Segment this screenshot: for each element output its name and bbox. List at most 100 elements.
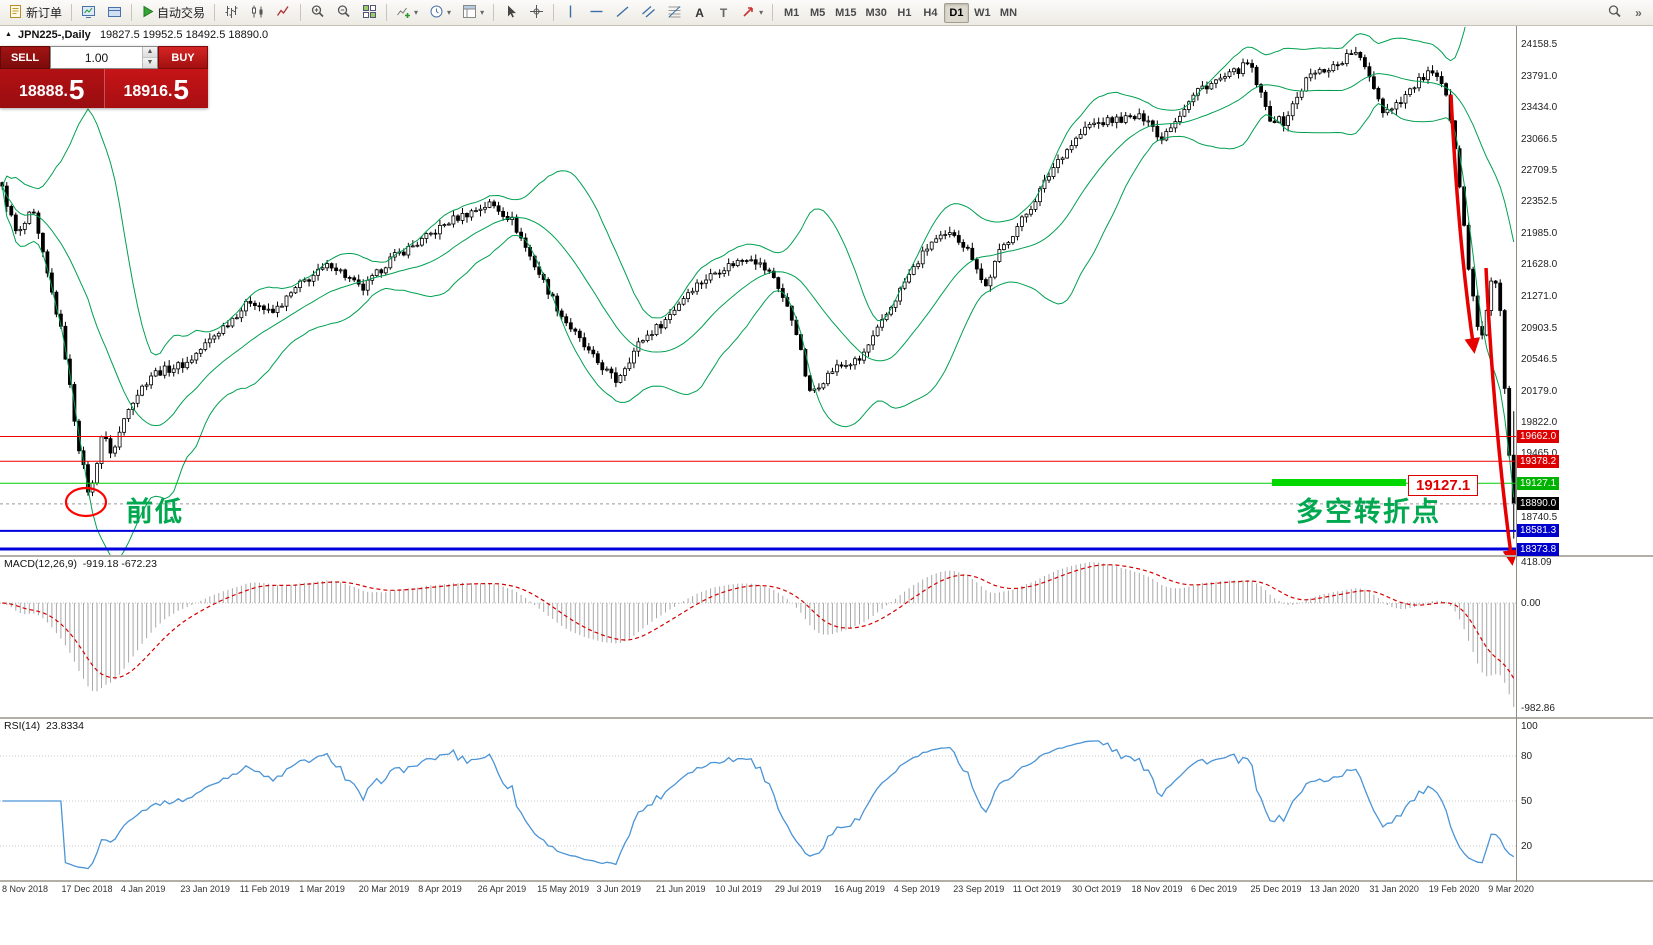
sell-price-int: 18888.	[18, 83, 68, 100]
panel-divider-macd[interactable]	[0, 555, 1653, 557]
macd-axis-label: 418.09	[1521, 556, 1552, 568]
text-button[interactable]: A	[688, 2, 711, 24]
price-axis-label: 21985.0	[1521, 228, 1558, 240]
separator	[493, 4, 495, 21]
rsi-axis-label: 80	[1521, 750, 1533, 762]
tile-windows-icon	[362, 4, 377, 22]
templates-button[interactable]: ▾	[457, 2, 489, 24]
zoom-in-icon	[310, 4, 325, 22]
rsi-name: RSI(14)	[4, 720, 41, 732]
separator	[131, 4, 133, 21]
candles-chart-type-button[interactable]	[245, 2, 270, 24]
volume-stepper: ▲ ▼	[142, 47, 157, 68]
toolbar-overflow-button[interactable]: »	[1627, 2, 1650, 24]
chart-symbol: JPN225-,Daily	[18, 29, 91, 41]
macd-name: MACD(12,26,9)	[4, 558, 77, 570]
rsi-axis-label: 20	[1521, 840, 1533, 852]
timeframe-d1[interactable]: D1	[943, 2, 969, 23]
timeframe-w1[interactable]: W1	[974, 6, 991, 19]
buy-price-display[interactable]: 18916. 5	[104, 69, 208, 108]
zoom-in-button[interactable]	[305, 2, 330, 24]
timeframe-mn[interactable]: MN	[999, 6, 1018, 19]
search-icon	[1607, 4, 1622, 22]
cursor-button[interactable]	[498, 2, 523, 24]
horizontal-line-button[interactable]	[584, 2, 609, 24]
macd-axis-label: -982.86	[1521, 702, 1555, 714]
tile-windows-button[interactable]	[357, 2, 382, 24]
navigator-button[interactable]	[102, 2, 127, 24]
periods-button[interactable]: ▾	[424, 2, 456, 24]
price-axis-tag: 18373.8	[1517, 542, 1560, 556]
ohlc-bars-icon	[224, 4, 239, 22]
date-label: 20 Mar 2019	[358, 884, 410, 894]
market-watch-button[interactable]	[76, 2, 101, 24]
separator	[300, 4, 302, 21]
price-axis-tag: 19127.1	[1517, 476, 1560, 490]
trendline-button[interactable]	[610, 2, 635, 24]
date-label: 15 May 2019	[537, 884, 590, 894]
market-watch-icon	[81, 4, 96, 22]
panel-divider-rsi[interactable]	[0, 717, 1653, 719]
new-order-button[interactable]: 新订单	[3, 2, 67, 24]
timeframe-m30[interactable]: M30	[865, 6, 887, 19]
timeframe-m5[interactable]: M5	[809, 6, 826, 19]
collapse-triangle-icon: ▲	[5, 31, 12, 38]
timeframe-h4[interactable]: H4	[923, 6, 938, 19]
price-axis-tag: 18890.0	[1517, 497, 1560, 511]
sell-button[interactable]: SELL	[0, 46, 50, 69]
date-label: 17 Dec 2018	[61, 884, 113, 894]
search-button[interactable]	[1602, 2, 1627, 24]
sell-price-display[interactable]: 18888. 5	[0, 69, 105, 108]
toolbar-right-group: »	[1602, 2, 1650, 24]
fibonacci-button[interactable]	[662, 2, 687, 24]
timeframe-m15[interactable]: M15	[835, 6, 857, 19]
zoom-out-button[interactable]	[331, 2, 356, 24]
date-label: 8 Apr 2019	[418, 884, 462, 894]
main-chart-area[interactable]	[0, 26, 1516, 555]
arrows-tool-button[interactable]: ▾	[736, 2, 768, 24]
rsi-axis-label: 100	[1521, 720, 1538, 732]
line-chart-type-button[interactable]	[271, 2, 296, 24]
text-label-button[interactable]: T	[712, 2, 735, 24]
rsi-panel-area[interactable]	[0, 719, 1516, 880]
autotrading-play-icon	[141, 4, 154, 22]
channel-button[interactable]	[636, 2, 661, 24]
date-label: 11 Feb 2019	[239, 884, 290, 894]
price-axis-label: 18740.5	[1521, 511, 1558, 523]
date-label: 23 Jan 2019	[180, 884, 230, 894]
indicators-button[interactable]: ▾	[391, 2, 423, 24]
horizontal-line-icon	[589, 4, 604, 22]
timeframe-h1[interactable]: H1	[897, 6, 912, 19]
volume-input[interactable]: 1.00 ▲ ▼	[50, 46, 158, 69]
volume-up-button[interactable]: ▲	[143, 47, 157, 58]
rsi-current-value: 23.8334	[46, 720, 84, 732]
autotrading-label: 自动交易	[157, 6, 206, 20]
arrow-tool-icon	[741, 4, 756, 22]
separator	[214, 4, 216, 21]
overflow-chevron-icon: »	[1635, 5, 1642, 20]
timeframe-m1[interactable]: M1	[783, 6, 800, 19]
chevron-down-icon: ▾	[759, 7, 764, 17]
buy-price-int: 18916.	[123, 83, 173, 100]
buy-button[interactable]: BUY	[158, 46, 208, 69]
new-order-label: 新订单	[26, 6, 63, 20]
date-label: 9 Mar 2020	[1488, 884, 1534, 894]
crosshair-button[interactable]	[524, 2, 549, 24]
rsi-panel-label: RSI(14) 23.8334	[4, 720, 84, 732]
date-label: 30 Oct 2019	[1072, 884, 1122, 894]
date-label: 25 Dec 2019	[1250, 884, 1302, 894]
text-icon: A	[695, 5, 704, 20]
bars-chart-type-button[interactable]	[219, 2, 244, 24]
crosshair-icon	[529, 4, 544, 22]
autotrading-button[interactable]: 自动交易	[136, 2, 210, 24]
indicators-icon	[396, 4, 411, 22]
one-click-trading-panel: SELL 1.00 ▲ ▼ BUY 18888. 5 18916. 5	[0, 46, 208, 108]
clock-icon	[429, 4, 444, 22]
volume-down-button[interactable]: ▼	[143, 58, 157, 68]
macd-axis-label: 0.00	[1521, 597, 1541, 609]
price-axis-label: 20179.0	[1521, 385, 1558, 397]
macd-panel-area[interactable]	[0, 557, 1516, 717]
template-icon	[462, 4, 477, 22]
vertical-line-button[interactable]	[558, 2, 583, 24]
separator	[386, 4, 388, 21]
